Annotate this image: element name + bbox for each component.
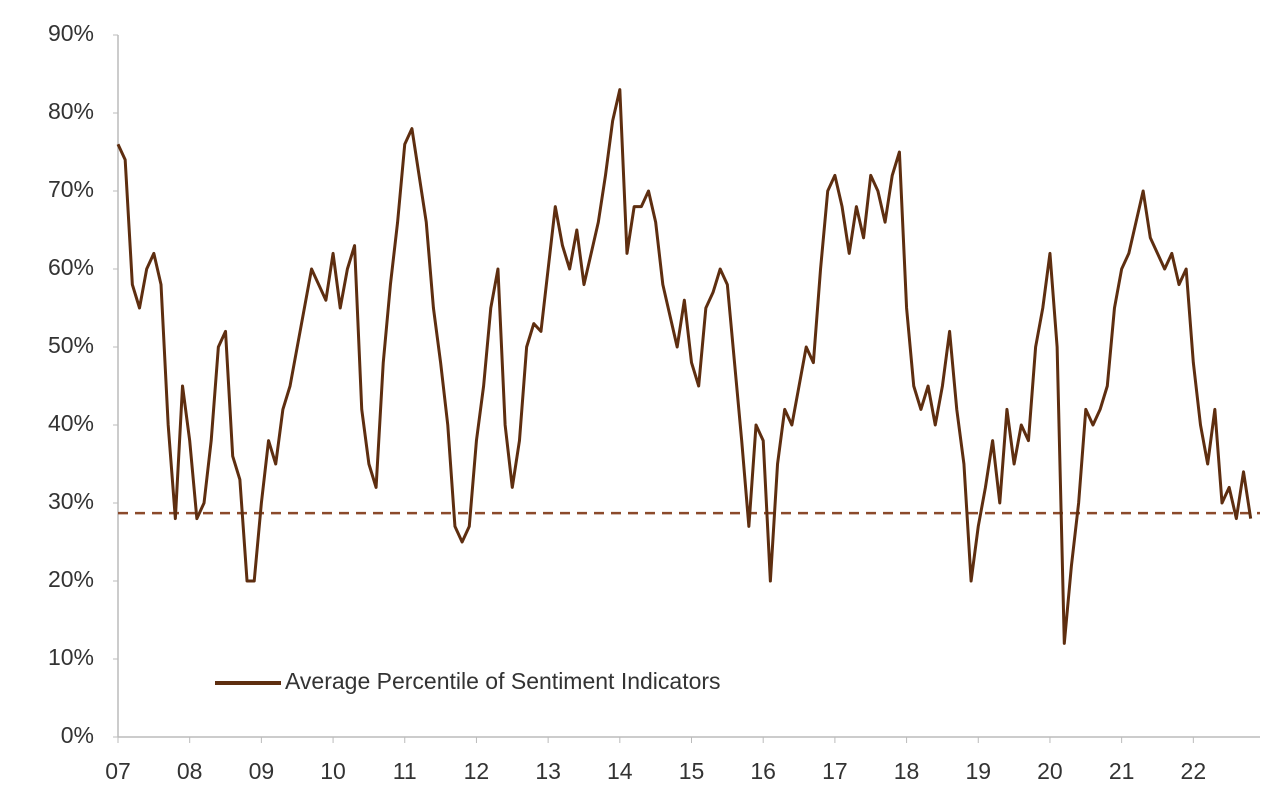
- x-tick-label: 10: [320, 758, 346, 784]
- x-tick-label: 09: [249, 758, 275, 784]
- x-tick-label: 21: [1109, 758, 1135, 784]
- line-series: [116, 88, 1253, 645]
- x-tick-label: 20: [1037, 758, 1063, 784]
- x-tick-label: 16: [750, 758, 776, 784]
- x-tick-label: 14: [607, 758, 633, 784]
- x-tick-label: 15: [679, 758, 705, 784]
- y-tick-label: 70%: [48, 176, 94, 202]
- y-tick-label: 0%: [61, 722, 94, 748]
- x-tick-label: 08: [177, 758, 203, 784]
- x-tick-label: 11: [393, 758, 417, 784]
- x-tick-label: 18: [894, 758, 920, 784]
- y-tick-label: 60%: [48, 254, 94, 280]
- y-tick-label: 50%: [48, 332, 94, 358]
- y-tick-label: 30%: [48, 488, 94, 514]
- x-tick-label: 17: [822, 758, 848, 784]
- x-tick-label: 07: [105, 758, 131, 784]
- y-tick-label: 90%: [48, 20, 94, 46]
- y-tick-label: 10%: [48, 644, 94, 670]
- x-tick-label: 22: [1181, 758, 1207, 784]
- x-tick-label: 19: [965, 758, 991, 784]
- y-tick-label: 40%: [48, 410, 94, 436]
- x-tick-label: 12: [464, 758, 490, 784]
- y-tick-label: 80%: [48, 98, 94, 124]
- legend-label: Average Percentile of Sentiment Indicato…: [285, 668, 721, 694]
- y-tick-label: 20%: [48, 566, 94, 592]
- x-tick-label: 13: [535, 758, 561, 784]
